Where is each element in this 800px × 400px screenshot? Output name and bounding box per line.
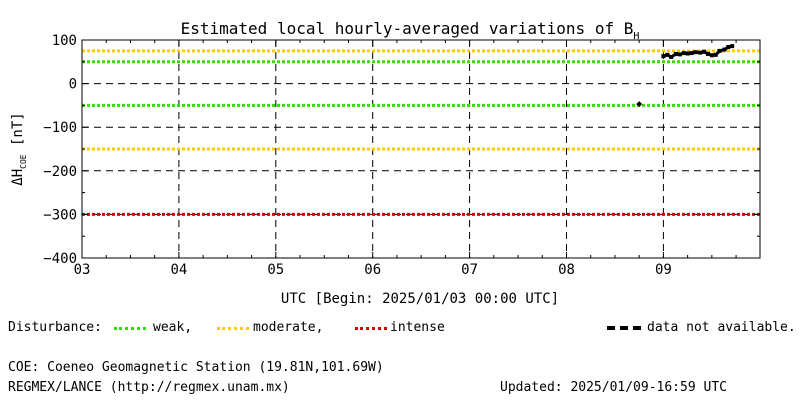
x-tick-label: 06: [364, 262, 381, 278]
legend-moderate-swatch: [217, 327, 249, 330]
x-tick-label: 07: [461, 262, 478, 278]
data-point: [722, 47, 727, 52]
y-axis-label-suffix: [nT]: [10, 112, 26, 154]
chart-title-sub: H: [633, 31, 639, 42]
threshold-layer: [82, 49, 760, 216]
footer-station: COE: Coeneo Geomagnetic Station (19.81N,…: [8, 360, 384, 375]
legend-disturbance-label: Disturbance:: [8, 320, 102, 335]
data-point: [705, 51, 710, 56]
data-point: [677, 52, 682, 57]
x-tick-label: 05: [267, 262, 284, 278]
data-point: [689, 51, 694, 56]
y-tick-label: −100: [43, 120, 77, 136]
x-axis-label: UTC [Begin: 2025/01/03 00:00 UTC]: [281, 291, 559, 307]
data-point: [730, 44, 735, 49]
data-point: [698, 50, 703, 55]
legend-weak-label: weak,: [153, 320, 193, 335]
footer-network: REGMEX/LANCE (http://regmex.unam.mx): [8, 380, 290, 395]
y-axis-label-prefix: ΔH: [10, 169, 26, 186]
data-point: [726, 44, 731, 49]
legend-na-swatch: [607, 326, 641, 330]
x-tick-label: 09: [655, 262, 672, 278]
data-point: [717, 48, 722, 53]
data-point: [681, 51, 686, 56]
x-tick-label: 03: [74, 262, 91, 278]
y-tick-label: 0: [69, 77, 77, 93]
x-tick-label: 08: [558, 262, 575, 278]
data-point: [661, 54, 666, 59]
y-tick-label: −400: [43, 251, 77, 267]
legend-intense-label: intense: [390, 320, 445, 335]
x-tick-label: 04: [170, 262, 187, 278]
legend-intense-swatch: [355, 327, 387, 330]
footer-updated: Updated: 2025/01/09-16:59 UTC: [500, 380, 727, 395]
chart-title: Estimated local hourly-averaged variatio…: [181, 19, 640, 42]
data-point: [636, 101, 643, 108]
data-point: [709, 53, 714, 58]
data-point: [702, 49, 707, 54]
data-point: [713, 52, 718, 57]
data-point: [693, 50, 698, 55]
data-point: [669, 55, 674, 60]
data-point: [665, 52, 670, 57]
data-layer: [636, 44, 735, 108]
y-axis-label-sub: COE: [19, 154, 28, 169]
y-tick-label: −300: [43, 207, 77, 223]
y-axis-label: ΔHCOE [nT]: [10, 112, 28, 185]
y-tick-label: 100: [52, 33, 77, 49]
legend-na-label: data not available.: [647, 320, 796, 335]
y-tick-label: −200: [43, 164, 77, 180]
chart-title-main: Estimated local hourly-averaged variatio…: [181, 19, 634, 38]
legend-weak-swatch: [114, 327, 146, 330]
legend-moderate-label: moderate,: [253, 320, 324, 335]
data-point: [685, 51, 690, 56]
data-point: [673, 51, 678, 56]
